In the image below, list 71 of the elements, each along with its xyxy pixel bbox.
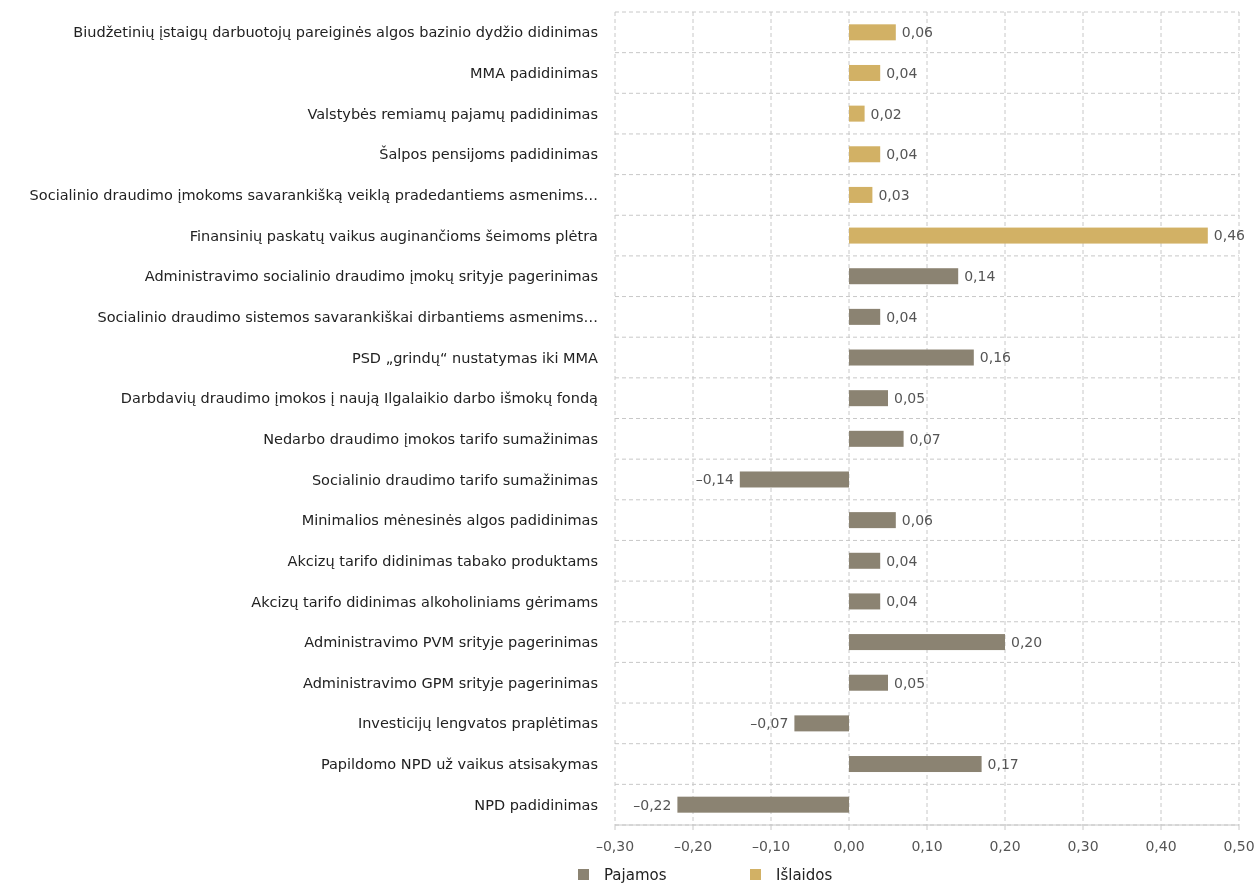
data-label: 0,16 [979, 349, 1012, 366]
y-tick-label: Akcizų tarifo didinimas alkoholiniams gėrimams [251, 593, 598, 610]
bar [849, 349, 974, 366]
y-tick-label: Šalpos pensijoms padidinimas [379, 145, 598, 163]
y-tick-label: Valstybės remiamų pajamų padidinimas [307, 105, 598, 122]
y-tick-label: Investicijų lengvatos praplėtimas [357, 715, 598, 732]
y-tick-label: Socialinio draudimo įmokoms savarankišką veiklą pradedantiems asmenims… [29, 187, 598, 203]
y-tick-label: Papildomo NPD už vaikus atsisakymas [320, 756, 598, 773]
data-label: 0,05 [894, 674, 926, 691]
y-tick-label: Administravimo socialinio draudimo įmokų srityje pagerinimas [144, 268, 598, 285]
bar [849, 674, 888, 691]
data-label: –0,22 [633, 796, 672, 813]
data-label: –0,14 [695, 471, 734, 488]
y-tick-label: MMA padidinimas [470, 65, 598, 82]
bar [849, 593, 881, 610]
x-tick-label: 0,10 [911, 838, 943, 854]
bar [849, 390, 888, 407]
y-tick-label: Nedarbo draudimo įmokos tarifo sumažinimas [263, 430, 598, 447]
data-label: 0,17 [987, 755, 1019, 772]
y-tick-label: PSD „grindų“ nustatymas iki MMA [351, 349, 599, 366]
y-tick-label: Darbdavių draudimo įmokos į naują Ilgalaikio darbo išmokų fondą [120, 390, 599, 407]
data-label: 0,05 [894, 390, 926, 407]
y-tick-label: Biudžetinių įstaigų darbuotojų pareiginės algos bazinio dydžio didinimas [73, 24, 598, 41]
data-label: 0,07 [909, 430, 941, 447]
y-tick-label: Akcizų tarifo didinimas tabako produktams [287, 552, 598, 569]
x-tick-label: 0,00 [833, 838, 865, 854]
bar [849, 308, 881, 325]
bar [849, 146, 881, 163]
bar [849, 756, 982, 773]
y-tick-label: Minimalios mėnesinės algos padidinimas [301, 512, 598, 529]
data-label: 0,04 [886, 64, 918, 81]
bar [849, 268, 959, 285]
data-label: 0,46 [1213, 227, 1246, 244]
legend-label: Pajamos [604, 866, 667, 884]
y-tick-label: NPD padidinimas [474, 796, 598, 813]
legend-label: Išlaidos [776, 866, 833, 884]
x-tick-label: 0,20 [989, 838, 1021, 854]
bar [849, 430, 904, 447]
data-label: 0,20 [1011, 633, 1043, 650]
data-label: 0,04 [886, 552, 918, 569]
data-label: 0,04 [886, 593, 918, 610]
y-tick-label: Administravimo GPM srityje pagerinimas [303, 674, 598, 691]
y-tick-label: Finansinių paskatų vaikus auginančioms šeimoms plėtra [189, 227, 598, 244]
y-tick-label: Socialinio draudimo sistemos savarankiškai dirbantiems asmenims… [97, 308, 598, 325]
bar [849, 24, 896, 41]
x-tick-label: –0,30 [595, 838, 635, 854]
data-label: –0,07 [750, 715, 789, 732]
x-tick-label: 0,30 [1067, 838, 1099, 854]
x-tick-label: 0,50 [1223, 838, 1255, 854]
data-label: 0,04 [886, 308, 918, 325]
data-label: 0,06 [901, 512, 934, 529]
data-label: 0,03 [878, 186, 910, 203]
data-label: 0,04 [886, 146, 918, 163]
data-label: 0,14 [964, 268, 996, 285]
x-tick-label: –0,20 [673, 838, 713, 854]
bar [794, 715, 849, 732]
x-tick-label: –0,10 [751, 838, 791, 854]
bar [849, 64, 881, 81]
bar [677, 796, 849, 813]
y-tick-label: Socialinio draudimo tarifo sumažinimas [311, 471, 598, 488]
bar [849, 512, 896, 529]
bar [849, 552, 881, 569]
bar [849, 186, 873, 203]
y-tick-label: Administravimo PVM srityje pagerinimas [304, 634, 598, 651]
bar [739, 471, 849, 488]
bar [849, 227, 1208, 244]
data-label: 0,02 [870, 105, 902, 122]
data-label: 0,06 [901, 24, 934, 41]
x-tick-label: 0,40 [1145, 838, 1177, 854]
bar [849, 105, 865, 122]
bar [849, 634, 1005, 651]
